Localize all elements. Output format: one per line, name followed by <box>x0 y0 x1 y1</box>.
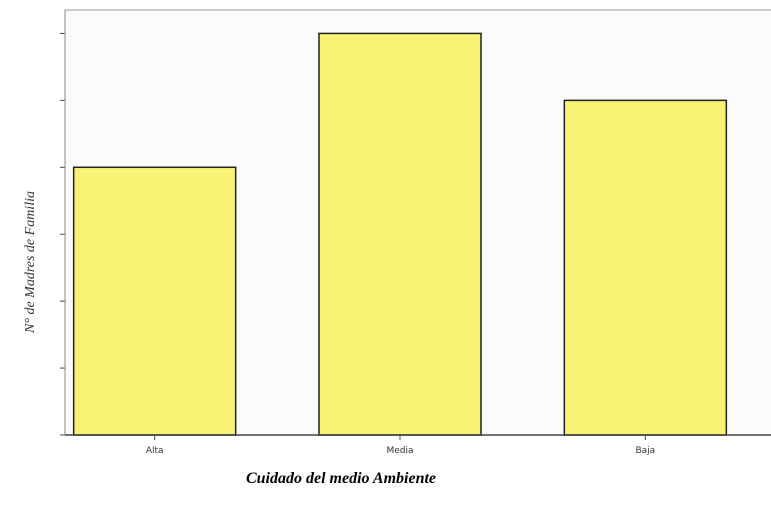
bar-media <box>318 32 482 436</box>
y-axis-title: N° de Madres de Familia <box>23 191 38 334</box>
bar-alta <box>72 166 237 436</box>
x-tick-label: Alta <box>146 446 164 456</box>
x-axis-tick-labels: Alta Media Baja <box>146 435 655 456</box>
bars <box>72 32 728 436</box>
y-axis-ticks <box>60 32 65 436</box>
x-tick-label: Media <box>386 446 413 456</box>
bar-baja <box>563 99 728 436</box>
x-axis-title: Cuidado del medio Ambiente <box>246 470 436 487</box>
x-tick-label: Baja <box>635 446 655 456</box>
